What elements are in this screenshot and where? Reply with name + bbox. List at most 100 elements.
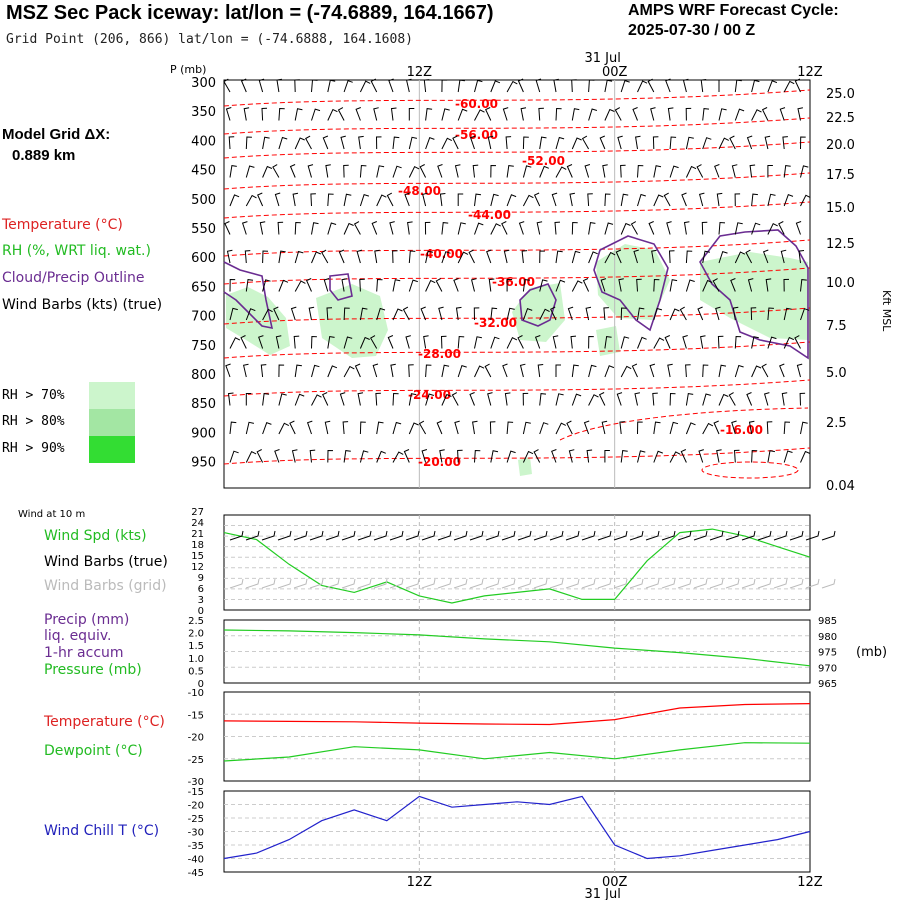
wind-barb-grid: [421, 578, 436, 589]
wind-barb: [702, 422, 714, 435]
wind-barb-true: [565, 530, 580, 541]
model-grid-value: 0.889 km: [12, 147, 76, 164]
wind-barb: [712, 278, 720, 292]
wind-barb: [340, 135, 346, 150]
wind-barb: [732, 306, 739, 321]
isotherm-label: -32.00: [474, 316, 517, 330]
wind-barb-true: [597, 530, 612, 541]
wind-barb: [749, 164, 756, 178]
wind-barb: [588, 335, 594, 349]
wind-barb: [474, 336, 482, 349]
wind-barb: [294, 79, 300, 93]
pressure-tick-label: 700: [191, 310, 216, 325]
wind-barb: [555, 107, 562, 121]
pressure-tick-label: 800: [191, 368, 216, 383]
wind-barb: [343, 164, 349, 178]
wind-barb: [227, 392, 234, 406]
isotherm-line: [223, 141, 811, 159]
wind-barb: [587, 193, 593, 207]
wind-barb: [262, 136, 270, 150]
wind-barb: [244, 250, 251, 264]
isotherm-line: [223, 447, 811, 465]
pressure-tick-label: 500: [191, 193, 216, 208]
wind-barb-true: [661, 530, 676, 541]
wind-barb: [767, 450, 775, 463]
wind-barb: [783, 421, 791, 435]
wind-barb: [326, 307, 333, 321]
wind-barb: [392, 308, 403, 321]
wind-barb: [665, 78, 671, 93]
legend-windchill: Wind Chill T (°C): [44, 823, 160, 839]
wind-barb: [634, 392, 640, 406]
top-time-label: 00Z: [602, 65, 628, 80]
wind-barb: [389, 221, 395, 235]
wind-barb: [425, 250, 434, 264]
wind-barb: [685, 165, 697, 178]
wind-barb: [305, 278, 312, 292]
wind-barb: [669, 279, 678, 292]
wind-barb: [278, 393, 287, 406]
wind-barb: [323, 278, 330, 292]
wind-barb-grid: [309, 578, 324, 589]
wind-barb: [258, 78, 265, 93]
wind-barb: [570, 335, 577, 349]
wind-barb: [604, 251, 616, 264]
wind-barb-grid: [405, 578, 420, 589]
wind-barb: [422, 192, 428, 207]
wind-barb: [718, 221, 726, 235]
wind-barb: [420, 306, 427, 321]
wind-barb: [618, 278, 624, 292]
wind-barb: [584, 164, 591, 178]
wind-barb: [800, 165, 809, 178]
wind-barb: [783, 278, 790, 292]
wind-barb: [311, 335, 317, 349]
wind-barb: [566, 420, 573, 435]
wind-barb: [747, 278, 754, 292]
wind-barb: [359, 164, 367, 178]
top-date-label: 31 Jul: [584, 51, 620, 66]
wind-barb: [668, 250, 675, 264]
wind-barb: [272, 164, 280, 178]
wind-barb: [437, 164, 443, 178]
wind-barb: [781, 392, 788, 406]
rh-shading-region: [596, 326, 620, 356]
wind-barb-grid: [533, 578, 548, 589]
wind-barb: [258, 335, 264, 349]
wind-barb: [472, 420, 478, 435]
top-time-label: 12Z: [407, 65, 433, 80]
wind-barb: [262, 279, 271, 292]
windchill-tick: -35: [188, 841, 204, 852]
wind-barb-true: [453, 530, 468, 541]
wind-barb: [294, 108, 303, 121]
wind-barb-true: [341, 530, 356, 541]
wind-barb-true: [261, 530, 276, 541]
wind-barb: [533, 449, 541, 463]
wind-barb: [386, 192, 394, 207]
cloud-outline: [519, 283, 557, 327]
isotherm-line: [223, 117, 811, 135]
wind-barb: [750, 307, 757, 321]
wind-barb: [490, 450, 499, 463]
wind-barb: [376, 278, 383, 292]
wind-barb: [800, 421, 808, 435]
wind-barb: [697, 306, 704, 321]
wind-barb: [620, 307, 627, 321]
wind-barb: [537, 364, 544, 378]
wind-barb: [474, 109, 485, 121]
wind-barb: [734, 79, 742, 93]
wind-barb: [468, 249, 475, 264]
wind-barb: [390, 107, 397, 121]
wind-barb: [240, 335, 247, 349]
bottom-time-label: 12Z: [407, 875, 433, 890]
wind-barb: [311, 222, 319, 235]
wind-barb: [718, 250, 728, 264]
rh-shading-region: [518, 457, 532, 476]
wind-barb: [800, 308, 810, 321]
wind-barb-grid: [629, 578, 644, 589]
wind-barb: [734, 193, 741, 207]
wind-barb: [503, 249, 510, 264]
wind-barb: [277, 221, 284, 235]
wind-barb: [539, 279, 548, 292]
wind-barb: [734, 108, 745, 121]
wind-barb: [423, 79, 430, 93]
